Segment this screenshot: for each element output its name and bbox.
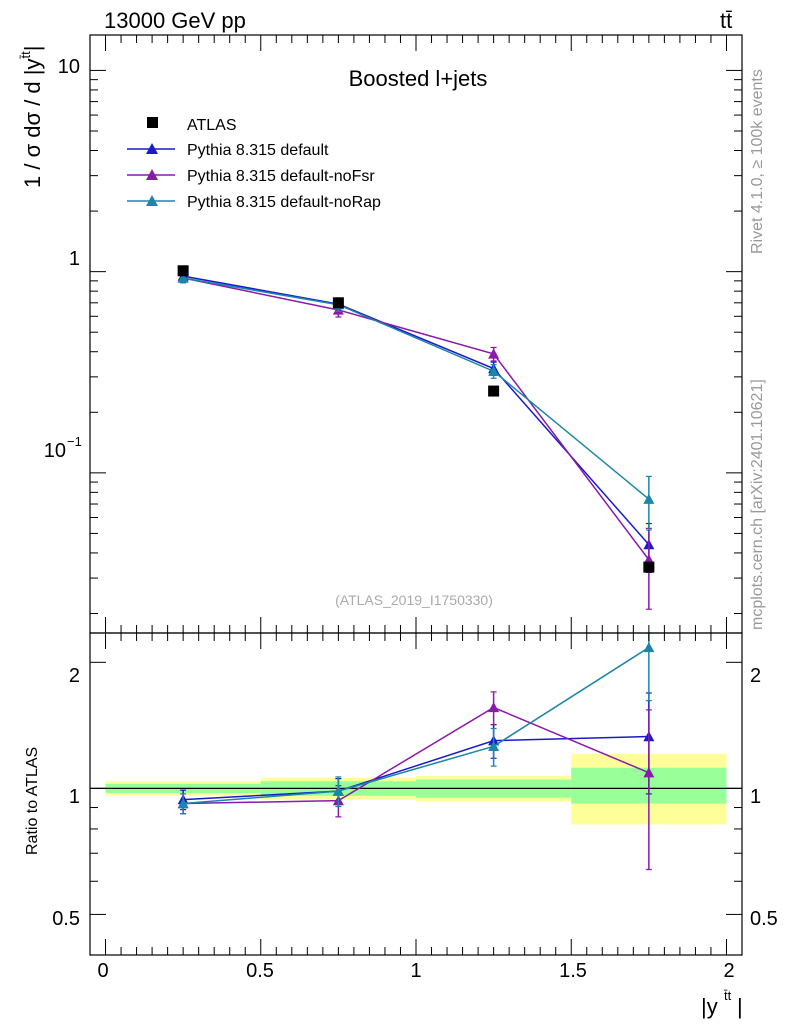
mcplots-source-label: mcplots.cern.ch [arXiv:2401.10621] — [749, 379, 766, 630]
header-energy-label: 13000 GeV pp — [104, 8, 246, 33]
legend-label-atlas: ATLAS — [187, 117, 237, 134]
header-process-label: tt̄ — [720, 8, 732, 33]
main-series-line — [183, 277, 650, 500]
main-series-marker — [488, 348, 500, 359]
legend-marker-default — [146, 143, 158, 154]
main-ytick-label-10: 10 — [58, 56, 80, 78]
ratio-ytick-label-right-2: 2 — [750, 665, 761, 687]
ratio-series-marker — [488, 702, 500, 713]
main-ytick-label-0.1-exponent: −1 — [67, 434, 82, 449]
legend-marker-atlas — [147, 117, 158, 128]
main-ylabel: 1 / σ dσ / d |yt̄t| — [18, 46, 45, 188]
main-ylabel-tail: | — [20, 46, 45, 52]
ratio-series-marker — [488, 740, 500, 752]
legend: ATLAS Pythia 8.315 default Pythia 8.315 … — [127, 117, 381, 211]
legend-marker-norap — [146, 195, 158, 206]
ratio-series-marker — [332, 785, 344, 796]
main-ytick-label-1: 1 — [69, 248, 80, 270]
atlas-data-point — [332, 297, 344, 309]
ratio-ytick-label-right-1: 1 — [750, 786, 761, 808]
ratio-series-line — [183, 646, 650, 805]
main-series-marker — [643, 493, 655, 504]
main-series-marker — [177, 272, 189, 283]
ratio-ytick-label-2: 2 — [69, 665, 80, 687]
atlas-data-point — [643, 561, 655, 573]
atlas-data-point — [488, 385, 500, 397]
main-title: Boosted l+jets — [349, 66, 488, 91]
ratio-ylabel: Ratio to ATLAS — [24, 747, 41, 855]
xaxis-label-tail: | — [737, 994, 743, 1019]
xtick-label-0.5: 0.5 — [246, 960, 274, 982]
ratio-series-line — [183, 735, 649, 801]
main-ytick-label-0.1: 10 — [44, 440, 66, 462]
main-series-line — [182, 277, 650, 561]
main-ylabel-superscript: t̄t — [18, 51, 33, 59]
xtick-label-1.5: 1.5 — [559, 960, 587, 982]
legend-label-default: Pythia 8.315 default — [187, 142, 329, 159]
rivet-version-label: Rivet 4.1.0, ≥ 100k events — [749, 69, 766, 254]
ratio-panel-series — [177, 632, 655, 871]
ratio-series-marker — [643, 767, 655, 778]
analysis-watermark: (ATLAS_2019_I1750330) — [335, 592, 493, 608]
xtick-label-0: 0 — [97, 960, 108, 982]
legend-marker-nofsr — [146, 169, 158, 180]
legend-label-nofsr: Pythia 8.315 default-noFsr — [187, 168, 375, 185]
legend-label-norap: Pythia 8.315 default-noRap — [187, 194, 381, 211]
axis-ticks — [90, 35, 742, 955]
xaxis-label-superscript: t̄t — [724, 988, 732, 1003]
main-ylabel-group: 1 / σ dσ / d |yt̄t| — [18, 46, 45, 188]
main-panel-data-points — [177, 265, 655, 573]
atlas-data-point — [177, 265, 189, 277]
main-series-marker — [488, 365, 500, 376]
xaxis-label: |y — [701, 994, 718, 1019]
main-ylabel-base: 1 / σ dσ / d |y — [20, 59, 45, 188]
xtick-label-1: 1 — [410, 960, 421, 982]
ratio-series-line — [183, 706, 650, 805]
ratio-series-marker — [643, 641, 655, 653]
ratio-series-marker — [177, 798, 189, 809]
ratio-ytick-label-right-0.5: 0.5 — [750, 908, 778, 930]
xtick-label-2: 2 — [723, 960, 734, 982]
ratio-ytick-label-1: 1 — [69, 786, 80, 808]
ratio-ytick-label-0.5: 0.5 — [52, 908, 80, 930]
